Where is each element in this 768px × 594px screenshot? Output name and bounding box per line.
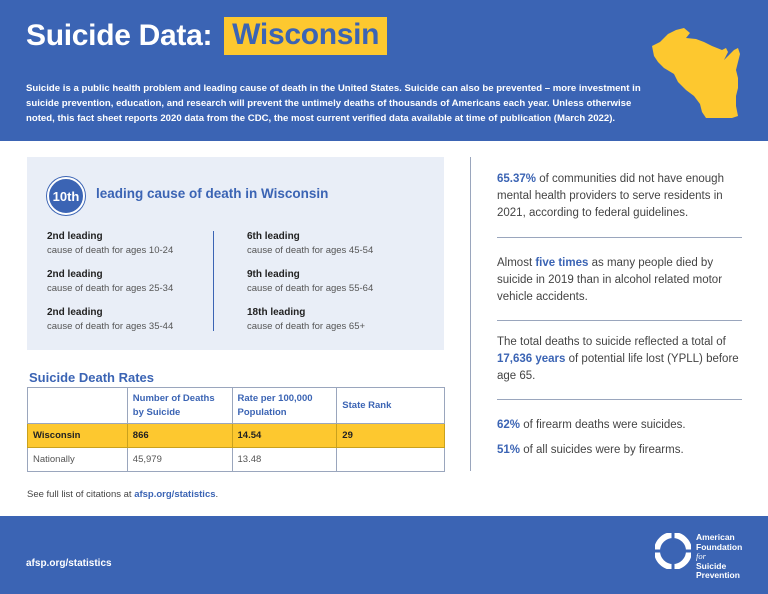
suicide-death-rates-table: Number of Deaths by Suicide Rate per 100… xyxy=(27,387,445,472)
rank-detail: cause of death for ages 25-34 xyxy=(47,283,174,294)
rank-lead: 18th leading xyxy=(247,307,306,318)
table-cell xyxy=(336,447,445,472)
age-rank-item: 18th leading cause of death for ages 65+ xyxy=(247,306,417,344)
fact-text: of communities did not have enough menta… xyxy=(497,173,724,219)
rank-detail: cause of death for ages 10-24 xyxy=(47,245,174,256)
table-cell: 13.48 xyxy=(231,447,338,472)
leading-cause-panel: 10th leading cause of death in Wisconsin… xyxy=(27,157,444,350)
page-title: Suicide Data: xyxy=(26,19,213,52)
fact-highlight: 62% xyxy=(497,419,521,431)
fact-firearm-deaths: 62% of firearm deaths were suicides. xyxy=(497,417,747,434)
table-header-cell xyxy=(27,387,128,424)
rank-lead: 2nd leading xyxy=(47,307,103,318)
table-cell: Wisconsin xyxy=(27,423,128,448)
rank-detail: cause of death for ages 35-44 xyxy=(47,321,174,332)
table-header-cell: Number of Deaths by Suicide xyxy=(126,387,233,424)
citations-text: See full list of citations at xyxy=(27,489,135,500)
table-row-wisconsin: Wisconsin 866 14.54 29 xyxy=(27,423,445,448)
logo-line: Suicide xyxy=(696,560,727,571)
rank-lead: 2nd leading xyxy=(47,269,103,280)
citations-link[interactable]: afsp.org/statistics xyxy=(134,489,216,500)
rank-detail: cause of death for ages 45-54 xyxy=(247,245,374,256)
age-rank-item: 6th leading cause of death for ages 45-5… xyxy=(247,230,417,268)
rank-detail: cause of death for ages 65+ xyxy=(247,321,366,332)
footer-banner: afsp.org/statistics American Foundation … xyxy=(0,516,768,594)
table-cell: Nationally xyxy=(27,447,128,472)
fact-separator xyxy=(497,237,742,238)
logo-line: Prevention xyxy=(696,570,740,580)
fact-firearm-suicides: 51% of all suicides were by firearms. xyxy=(497,442,747,459)
page-title-row: Suicide Data: Wisconsin xyxy=(26,17,388,55)
table-cell: 29 xyxy=(336,423,445,448)
age-rank-item: 2nd leading cause of death for ages 10-2… xyxy=(47,230,217,268)
age-rank-item: 9th leading cause of death for ages 55-6… xyxy=(247,268,417,306)
fact-highlight: 17,636 years xyxy=(497,353,566,365)
fact-alcohol-comparison: Almost five times as many people died by… xyxy=(497,255,747,306)
citations-end: . xyxy=(215,489,219,500)
rank-detail: cause of death for ages 55-64 xyxy=(247,283,374,294)
fact-highlight: 51% xyxy=(497,444,521,456)
fact-separator xyxy=(497,399,742,400)
footer-link[interactable]: afsp.org/statistics xyxy=(26,558,112,569)
fact-text: of potential life lost (YPLL) before age… xyxy=(497,353,739,382)
fact-text: of all suicides were by firearms. xyxy=(520,444,684,456)
header-banner: Suicide Data: Wisconsin Suicide is a pub… xyxy=(0,0,768,141)
rank-lead: 6th leading xyxy=(247,231,300,242)
age-rank-item: 2nd leading cause of death for ages 35-4… xyxy=(47,306,217,344)
table-cell: 866 xyxy=(126,423,233,448)
fact-text-pre: Almost xyxy=(497,257,536,269)
table-header-row: Number of Deaths by Suicide Rate per 100… xyxy=(27,387,445,424)
rank-heading: leading cause of death in Wisconsin xyxy=(96,186,329,201)
fact-provider-shortage: 65.37% of communities did not have enoug… xyxy=(497,171,747,222)
rank-lead: 9th leading xyxy=(247,269,300,280)
afsp-logo-text: American Foundation for Suicide Preventi… xyxy=(696,532,743,581)
rates-table-title: Suicide Death Rates xyxy=(29,370,154,385)
table-row-national: Nationally 45,979 13.48 xyxy=(27,447,445,472)
state-name-highlight: Wisconsin xyxy=(224,17,388,55)
wisconsin-map-icon xyxy=(652,28,740,118)
table-cell: 14.54 xyxy=(231,423,338,448)
fact-highlight: five times xyxy=(535,257,589,269)
fact-highlight: 65.37% xyxy=(497,173,537,185)
fact-years-life-lost: The total deaths to suicide reflected a … xyxy=(497,334,747,385)
rank-lead: 2nd leading xyxy=(47,231,103,242)
fact-text: as many people died by suicide in 2019 t… xyxy=(497,257,723,303)
age-rank-item: 2nd leading cause of death for ages 25-3… xyxy=(47,268,217,306)
section-divider xyxy=(470,157,471,471)
logo-line: for xyxy=(696,551,706,561)
fact-text-pre: The total deaths to suicide reflected a … xyxy=(497,336,726,348)
table-cell: 45,979 xyxy=(126,447,233,472)
table-header-cell: Rate per 100,000 Population xyxy=(231,387,338,424)
fact-text: of firearm deaths were suicides. xyxy=(520,419,686,431)
age-rank-list-left: 2nd leading cause of death for ages 10-2… xyxy=(47,230,217,344)
age-rank-list-right: 6th leading cause of death for ages 45-5… xyxy=(247,230,417,344)
lifesaver-ring-icon xyxy=(655,533,691,569)
logo-line: Foundation xyxy=(696,541,743,552)
citations-note: See full list of citations at afsp.org/s… xyxy=(27,489,218,500)
rank-badge: 10th xyxy=(47,177,85,215)
logo-line: American xyxy=(696,532,735,542)
table-header-cell: State Rank xyxy=(336,387,445,424)
intro-paragraph: Suicide is a public health problem and l… xyxy=(26,83,641,124)
column-divider xyxy=(213,231,214,331)
fact-separator xyxy=(497,320,742,321)
